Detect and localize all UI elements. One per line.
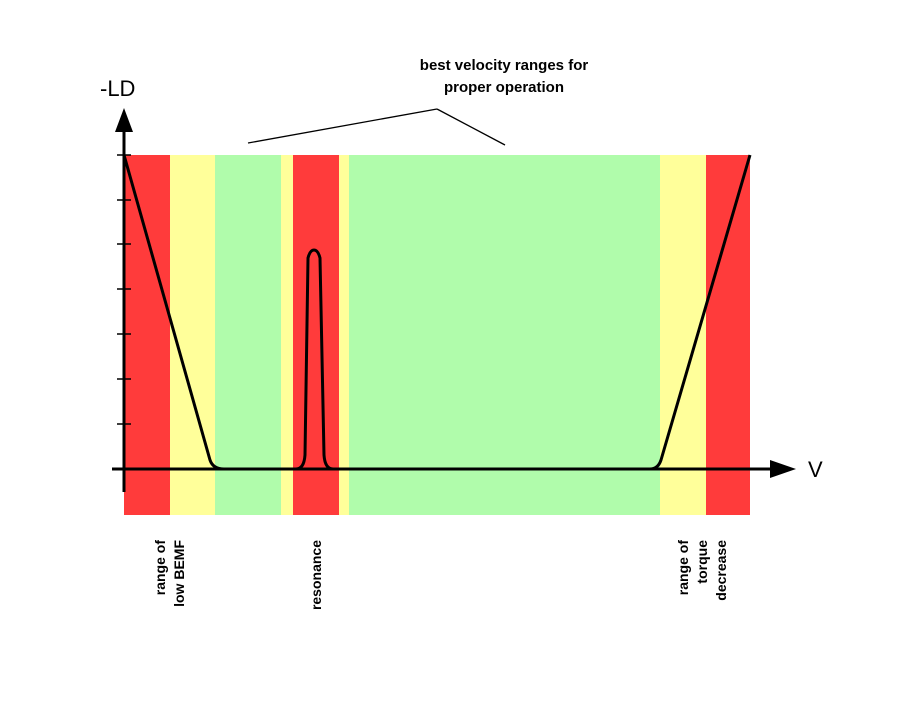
annotation-pointers — [247, 108, 506, 146]
y-axis-label: -LD — [100, 76, 135, 101]
torque-decrease-line-2: torque — [694, 540, 710, 584]
zone-red-resonance — [293, 155, 339, 515]
pointer-line-right — [436, 108, 506, 146]
zone-label-low-bemf: range of low BEMF — [152, 540, 187, 607]
zone-label-torque-decrease: range of torque decrease — [675, 540, 729, 601]
zone-yellow-res-right — [339, 155, 349, 515]
annotation-line-1: best velocity ranges for — [420, 57, 589, 74]
x-axis-label: V — [808, 457, 823, 482]
low-bemf-line-1: range of — [152, 540, 168, 596]
y-axis-arrow — [115, 108, 133, 132]
zone-green-main — [349, 155, 660, 515]
zone-yellow-high — [660, 155, 706, 515]
torque-decrease-line-1: range of — [675, 540, 691, 596]
x-axis-arrow — [770, 460, 796, 478]
zone-green-1 — [215, 155, 281, 515]
pointer-line-left — [247, 108, 438, 144]
annotation-line-2: proper operation — [444, 79, 564, 96]
zone-red-low — [124, 155, 170, 515]
velocity-zones — [124, 155, 750, 515]
zone-red-high — [706, 155, 750, 515]
ld-curve — [122, 154, 752, 471]
zone-yellow-res-left — [281, 155, 293, 515]
zone-yellow-low — [170, 155, 215, 515]
resonance-label: resonance — [308, 540, 324, 610]
torque-decrease-line-3: decrease — [713, 540, 729, 601]
low-bemf-line-2: low BEMF — [171, 540, 187, 607]
